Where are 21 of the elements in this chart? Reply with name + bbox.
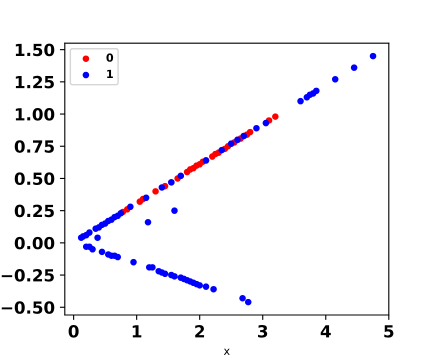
x-tick-label: 4 <box>320 325 331 338</box>
y-tick-label: 1.25 <box>16 76 54 88</box>
y-tick-label: 1.50 <box>16 44 54 56</box>
y-tick-label: 0.00 <box>14 236 54 250</box>
y-tick-label: 0.75 <box>14 140 54 153</box>
y-tick-label: 1.00 <box>16 108 54 121</box>
point <box>272 113 279 120</box>
y-tick-label: −0.50 <box>2 301 54 314</box>
legend-label: 1 <box>107 70 113 78</box>
y-tick-label: −0.25 <box>2 269 54 282</box>
x-tick-label: 5 <box>384 325 394 338</box>
point <box>246 128 254 136</box>
x-tick-label: 0 <box>68 325 79 338</box>
y-tick-label: 0.50 <box>14 172 54 186</box>
x-axis-title: x <box>224 348 230 355</box>
y-tick-label: 0.25 <box>14 204 54 218</box>
x-tick-label: 1 <box>132 325 142 338</box>
x-tick-label: 3 <box>258 325 268 338</box>
legend-label: 0 <box>106 53 114 62</box>
x-tick-label: 2 <box>195 325 204 338</box>
point <box>152 188 159 195</box>
